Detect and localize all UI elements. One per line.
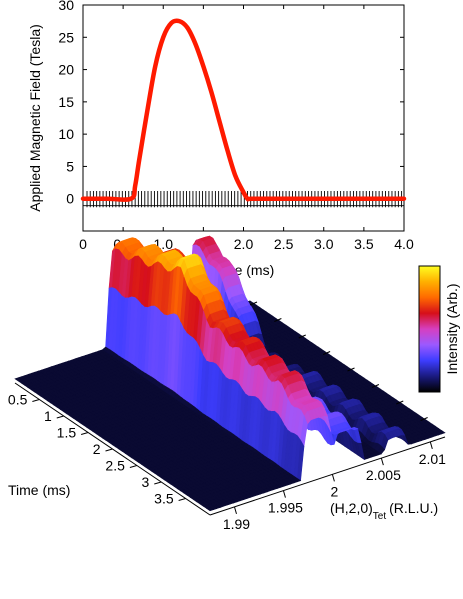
time-tick-mark [178, 498, 186, 501]
time-tick-mark [129, 465, 138, 468]
h-tick-mark [331, 474, 335, 482]
time-tick-label: 1 [44, 408, 52, 424]
h-axis-label: (H,2,0)Tet(R.L.U.) [330, 500, 438, 522]
y-tick-label: 15 [58, 94, 74, 110]
x-tick-label: 3.5 [354, 236, 374, 252]
y-axis-label: Applied Magnetic Field (Tesla) [27, 24, 43, 212]
colorbar: Intensity (Arb.) [418, 265, 460, 393]
x-tick-label: 3.0 [314, 236, 334, 252]
surface-plot [14, 235, 446, 512]
colorbar-label: Intensity (Arb.) [444, 283, 460, 374]
y-tick-label: 30 [58, 0, 74, 13]
time-tick-mark [154, 481, 162, 485]
y-axis-ticks: 0 5 10 15 20 25 30 [58, 0, 404, 207]
x-axis-ticks: 00.51.01.52.02.53.03.54.0 [79, 5, 414, 252]
field-curve [80, 18, 407, 202]
colorbar-fill [418, 265, 441, 393]
y-tick-label: 25 [58, 29, 74, 45]
h-tick-label: 2.005 [366, 467, 401, 483]
time-tick-label: 2.5 [105, 458, 125, 474]
y-tick-label: 20 [58, 62, 74, 78]
h-axis-label-sub: Tet [373, 511, 387, 522]
h-tick-label: 1.995 [268, 500, 303, 516]
y-tick-label: 5 [66, 158, 74, 174]
y-tick-label: 0 [66, 191, 74, 207]
time-tick-mark [56, 415, 64, 419]
h-tick-mark [282, 490, 286, 498]
time-tick-mark [105, 448, 113, 452]
time-tick-label: 3 [141, 474, 149, 490]
x-tick-label: 0 [79, 236, 87, 252]
time-axis-label: Time (ms) [8, 482, 70, 498]
h-tick-label: 2 [330, 483, 338, 499]
h-axis-label-tail: (R.L.U.) [389, 500, 438, 516]
y-tick-label: 10 [58, 126, 74, 142]
h-axis-label-main: (H,2,0) [330, 500, 373, 516]
time-tick-mark [32, 399, 40, 402]
x-tick-label: 2.5 [274, 236, 294, 252]
h-tick-label: 2.01 [419, 451, 446, 467]
plot-area [80, 18, 407, 208]
time-tick-label: 1.5 [57, 425, 77, 441]
h-tick-mark [380, 457, 384, 466]
time-tick-mark [80, 432, 89, 435]
h-tick-mark [429, 441, 433, 450]
x-tick-label: 2.0 [234, 236, 254, 252]
time-tick-label: 2 [93, 441, 101, 457]
x-tick-label: 4.0 [394, 236, 414, 252]
h-tick-mark [233, 506, 237, 515]
time-tick-label: 3.5 [154, 491, 174, 507]
h-tick-label: 1.99 [223, 516, 250, 532]
time-tick-label: 0.5 [8, 392, 28, 408]
